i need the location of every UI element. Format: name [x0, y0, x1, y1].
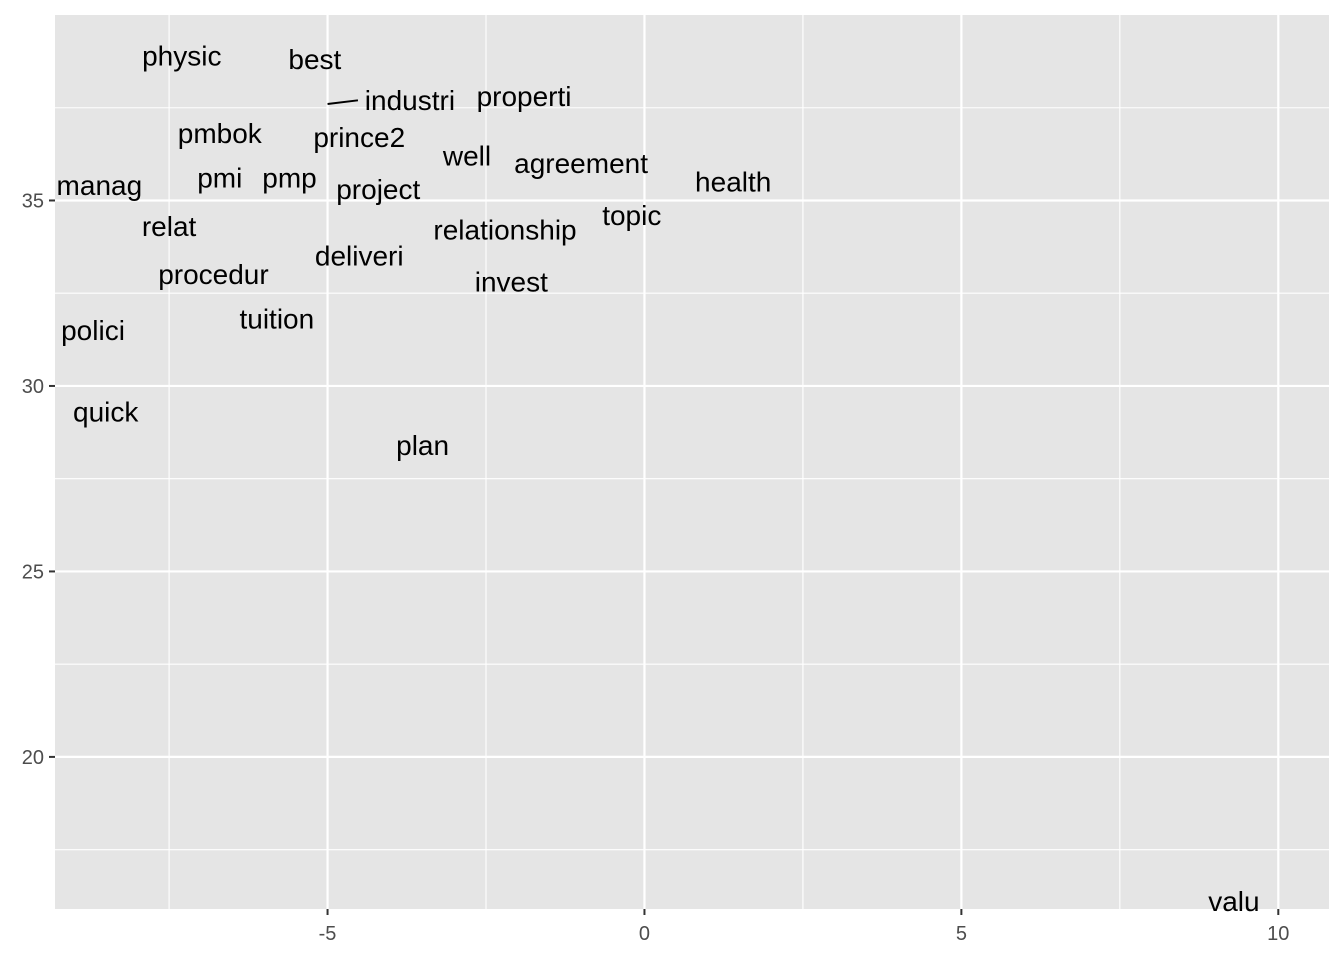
word-label-valu: valu [1208, 886, 1259, 917]
word-label-invest: invest [475, 267, 548, 298]
word-label-topic: topic [602, 200, 661, 231]
word-label-relationship: relationship [433, 215, 576, 246]
grid-major [55, 15, 1329, 909]
x-axis-tick-label: -5 [319, 923, 337, 945]
word-label-industri: industri [365, 85, 455, 116]
label-segment-industri [327, 99, 359, 106]
x-axis-tick-label: 0 [639, 923, 650, 945]
plot-panel [55, 15, 1329, 909]
word-label-physic: physic [142, 40, 221, 71]
word-label-tuition: tuition [239, 304, 314, 335]
word-label-quick: quick [73, 396, 139, 427]
x-axis-tick-labels: -5 0 5 10 [319, 923, 1290, 945]
word-label-project: project [336, 174, 420, 205]
grid-minor [55, 15, 1329, 909]
x-axis-tick-label: 10 [1267, 923, 1289, 945]
word-label-best: best [288, 44, 341, 75]
word-label-agreement: agreement [514, 148, 648, 179]
y-axis-tick-labels: 20 25 30 35 [22, 190, 44, 768]
word-labels: physic best industri properti pmbok prince2 we… [57, 40, 1260, 917]
word-label-well: well [442, 140, 491, 171]
word-label-properti: properti [477, 81, 572, 112]
word-label-pmi: pmi [197, 163, 242, 194]
word-label-deliveri: deliveri [315, 241, 404, 272]
word-label-pmbok: pmbok [178, 118, 263, 149]
word-label-pmp: pmp [262, 163, 316, 194]
x-axis-tick-label: 5 [956, 923, 967, 945]
label-segments [327, 99, 359, 106]
y-axis-tick-label: 35 [22, 190, 44, 212]
word-label-prince2: prince2 [313, 122, 405, 153]
word-label-polici: polici [61, 315, 125, 346]
axis-ticks [49, 199, 1280, 915]
y-axis-tick-label: 20 [22, 747, 44, 769]
y-axis-tick-label: 25 [22, 561, 44, 583]
word-label-procedur: procedur [158, 259, 269, 290]
y-axis-tick-label: 30 [22, 376, 44, 398]
word-label-plan: plan [396, 430, 449, 461]
word-label-manag: manag [57, 170, 143, 201]
word-label-health: health [695, 166, 771, 197]
word-label-relat: relat [142, 211, 197, 242]
